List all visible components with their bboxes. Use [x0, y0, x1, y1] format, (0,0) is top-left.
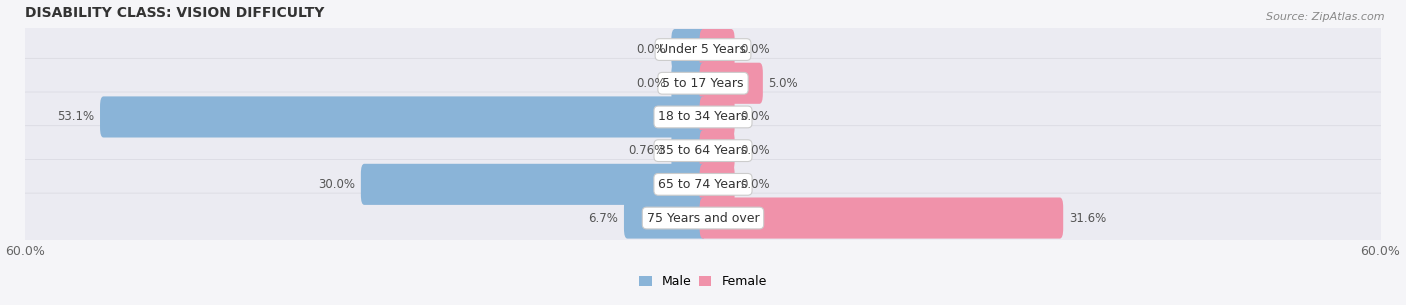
Text: 0.76%: 0.76% — [628, 144, 665, 157]
FancyBboxPatch shape — [22, 126, 1384, 176]
Text: 5 to 17 Years: 5 to 17 Years — [662, 77, 744, 90]
Text: 0.0%: 0.0% — [741, 110, 770, 124]
FancyBboxPatch shape — [700, 130, 734, 171]
FancyBboxPatch shape — [672, 29, 706, 70]
Text: 30.0%: 30.0% — [318, 178, 356, 191]
Text: 18 to 34 Years: 18 to 34 Years — [658, 110, 748, 124]
Text: 0.0%: 0.0% — [636, 43, 665, 56]
Text: 75 Years and over: 75 Years and over — [647, 212, 759, 224]
FancyBboxPatch shape — [22, 160, 1384, 209]
FancyBboxPatch shape — [22, 25, 1384, 74]
Text: 35 to 64 Years: 35 to 64 Years — [658, 144, 748, 157]
Text: 0.0%: 0.0% — [741, 144, 770, 157]
FancyBboxPatch shape — [624, 197, 706, 239]
FancyBboxPatch shape — [361, 164, 706, 205]
FancyBboxPatch shape — [700, 63, 763, 104]
FancyBboxPatch shape — [700, 164, 734, 205]
Text: 53.1%: 53.1% — [58, 110, 94, 124]
Text: DISABILITY CLASS: VISION DIFFICULTY: DISABILITY CLASS: VISION DIFFICULTY — [25, 5, 325, 20]
FancyBboxPatch shape — [700, 197, 1063, 239]
FancyBboxPatch shape — [700, 96, 734, 138]
Text: 0.0%: 0.0% — [741, 43, 770, 56]
Text: Source: ZipAtlas.com: Source: ZipAtlas.com — [1267, 12, 1385, 22]
FancyBboxPatch shape — [22, 193, 1384, 243]
Text: 5.0%: 5.0% — [769, 77, 799, 90]
Text: 6.7%: 6.7% — [589, 212, 619, 224]
Legend: Male, Female: Male, Female — [634, 270, 772, 293]
FancyBboxPatch shape — [700, 29, 734, 70]
FancyBboxPatch shape — [22, 58, 1384, 108]
Text: Under 5 Years: Under 5 Years — [659, 43, 747, 56]
FancyBboxPatch shape — [100, 96, 706, 138]
Text: 0.0%: 0.0% — [636, 77, 665, 90]
FancyBboxPatch shape — [672, 63, 706, 104]
FancyBboxPatch shape — [22, 92, 1384, 142]
FancyBboxPatch shape — [672, 130, 706, 171]
Text: 31.6%: 31.6% — [1069, 212, 1107, 224]
Text: 65 to 74 Years: 65 to 74 Years — [658, 178, 748, 191]
Text: 0.0%: 0.0% — [741, 178, 770, 191]
